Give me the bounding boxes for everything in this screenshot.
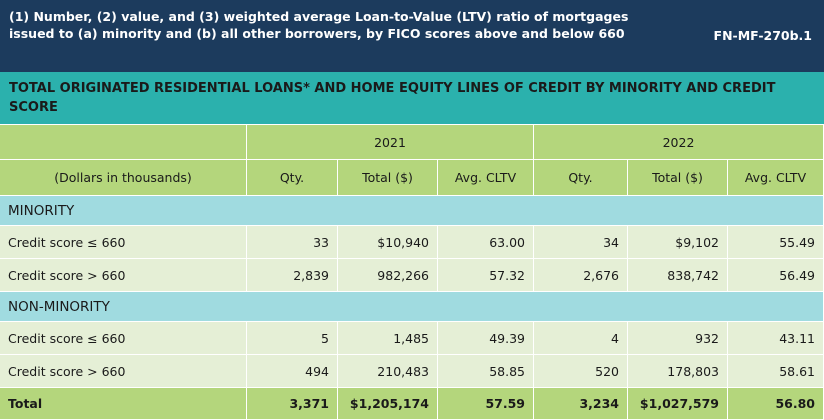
value-cell: 57.32: [438, 259, 534, 292]
header-title: (1) Number, (2) value, and (3) weighted …: [9, 9, 629, 41]
total-cell: 57.59: [438, 388, 534, 420]
value-cell: 56.49: [728, 259, 824, 292]
total-cell: 56.80: [728, 388, 824, 420]
value-cell: 178,803: [628, 355, 728, 388]
value-cell: 43.11: [728, 322, 824, 355]
value-cell: 58.61: [728, 355, 824, 388]
value-cell: $10,940: [338, 226, 438, 259]
table-title: TOTAL ORIGINATED RESIDENTIAL LOANS* AND …: [0, 72, 824, 125]
header-code: FN-MF-270b.1: [713, 28, 812, 43]
value-cell: 1,485: [338, 322, 438, 355]
year-header: 2022: [534, 125, 824, 160]
value-cell: 49.39: [438, 322, 534, 355]
value-cell: 2,676: [534, 259, 628, 292]
column-header: Qty.: [534, 160, 628, 196]
value-cell: 4: [534, 322, 628, 355]
value-cell: 5: [247, 322, 338, 355]
row-label: Credit score ≤ 660: [0, 322, 247, 355]
column-header: Total ($): [628, 160, 728, 196]
value-cell: 55.49: [728, 226, 824, 259]
total-cell: $1,205,174: [338, 388, 438, 420]
value-cell: 58.85: [438, 355, 534, 388]
blank-cell: [0, 125, 247, 160]
year-header: 2021: [247, 125, 534, 160]
row-label: Credit score > 660: [0, 355, 247, 388]
section-header: MINORITY: [0, 196, 824, 226]
value-cell: 932: [628, 322, 728, 355]
column-header: Avg. CLTV: [438, 160, 534, 196]
total-label: Total: [0, 388, 247, 420]
section-header: NON-MINORITY: [0, 292, 824, 322]
value-cell: 838,742: [628, 259, 728, 292]
column-header: Avg. CLTV: [728, 160, 824, 196]
value-cell: 520: [534, 355, 628, 388]
row-label: Credit score > 660: [0, 259, 247, 292]
value-cell: 494: [247, 355, 338, 388]
column-header: (Dollars in thousands): [0, 160, 247, 196]
total-cell: $1,027,579: [628, 388, 728, 420]
value-cell: 63.00: [438, 226, 534, 259]
column-header: Total ($): [338, 160, 438, 196]
column-header: Qty.: [247, 160, 338, 196]
value-cell: 210,483: [338, 355, 438, 388]
header-band: (1) Number, (2) value, and (3) weighted …: [0, 0, 824, 72]
total-cell: 3,234: [534, 388, 628, 420]
value-cell: 34: [534, 226, 628, 259]
row-label: Credit score ≤ 660: [0, 226, 247, 259]
value-cell: $9,102: [628, 226, 728, 259]
value-cell: 33: [247, 226, 338, 259]
value-cell: 2,839: [247, 259, 338, 292]
total-cell: 3,371: [247, 388, 338, 420]
value-cell: 982,266: [338, 259, 438, 292]
